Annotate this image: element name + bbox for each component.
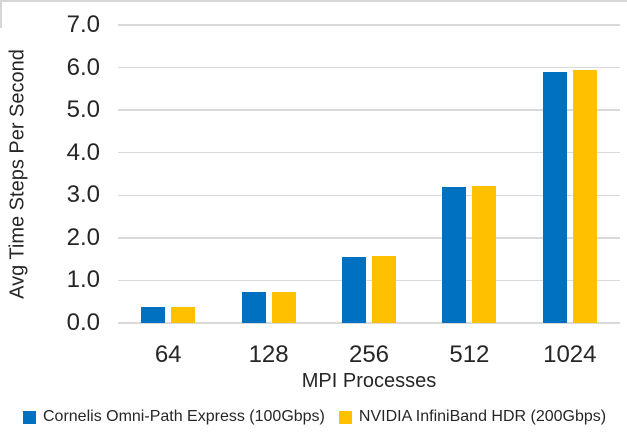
y-axis-tick-label: 3.0 [66,181,100,209]
y-axis-title: Avg Time Steps Per Second [6,49,29,299]
gridline [118,279,620,282]
y-axis-tick-label: 1.0 [66,266,100,294]
x-axis-title: MPI Processes [301,370,437,392]
bar-series2-128 [271,291,296,323]
gridline [118,109,620,111]
y-axis-tick-label: 7.0 [66,11,100,38]
y-axis-tick-label: 4.0 [66,138,100,166]
legend: Cornelis Omni-Path Express (100Gbps) NVID… [23,402,606,432]
gridline [118,66,620,69]
legend-label: Cornelis Omni-Path Express (100Gbps) [43,408,325,425]
bar-series1-256 [342,257,366,323]
legend-item-2: NVIDIA InfiniBand HDR (200Gbps) [338,408,607,426]
y-axis-tick-label: 5.0 [66,96,100,124]
x-axis-tick-label: 512 [449,341,490,368]
bar-series1-128 [241,291,266,323]
bar-series1-64 [141,307,166,323]
legend-swatch-icon [23,410,36,424]
gridline [118,194,620,197]
bar-series2-512 [472,185,497,323]
legend-item-1: Cornelis Omni-Path Express (100Gbps) [23,408,325,426]
legend-swatch-icon [338,410,352,424]
gridline [118,322,620,324]
gridline [118,151,620,154]
x-axis-tick-label: 64 [154,341,182,368]
y-axis-tick-label: 2.0 [66,223,100,251]
chart-border-left [0,2,2,28]
gridline [118,237,620,239]
y-axis-tick-label: 6.0 [66,53,100,81]
bar-series2-1024 [572,69,597,323]
y-axis-tick-label: 0.0 [66,309,100,336]
x-axis-tick-label: 1024 [543,341,597,368]
bar-series1-1024 [542,71,567,323]
bar-series2-256 [372,255,396,323]
x-axis-tick-label: 256 [348,341,390,368]
bar-series2-64 [171,307,196,323]
legend-label: NVIDIA InfiniBand HDR (200Gbps) [358,408,607,425]
gridline [118,24,620,26]
chart-border-top [0,0,627,2]
bar-series1-512 [442,186,467,323]
x-axis-tick-label: 128 [248,341,289,368]
